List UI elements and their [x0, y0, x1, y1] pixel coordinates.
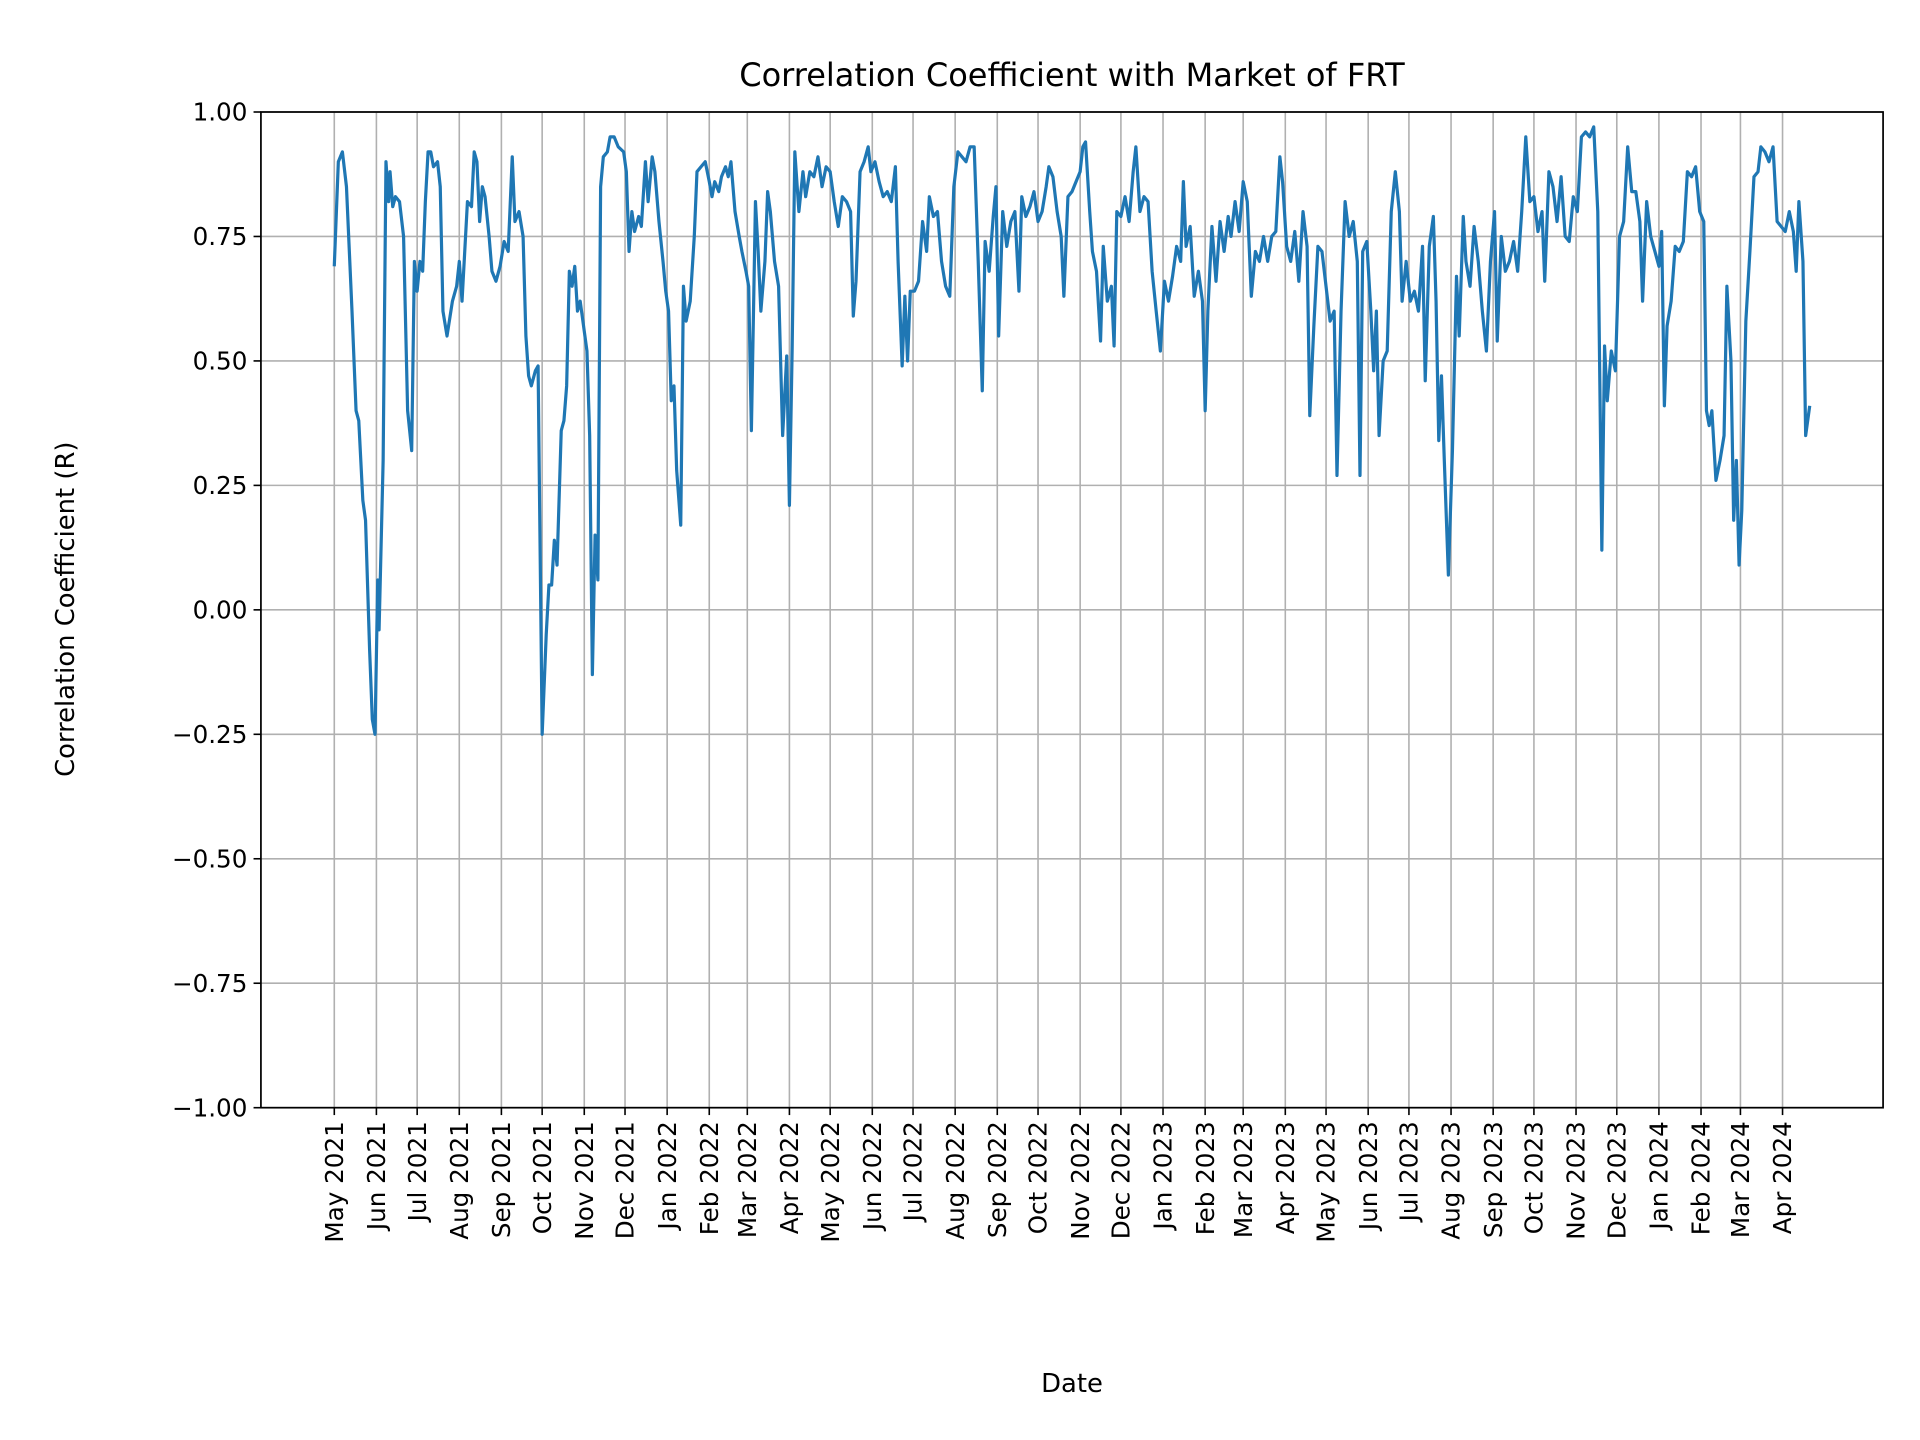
- y-tick-label: −0.25: [172, 720, 247, 749]
- series-line: [332, 125, 1812, 736]
- x-tick-label: Feb 2023: [1191, 1121, 1220, 1235]
- x-tick-label: Oct 2021: [528, 1121, 557, 1234]
- x-tick-label: Nov 2021: [570, 1121, 599, 1239]
- x-tick-label: Apr 2024: [1768, 1121, 1797, 1234]
- y-tick-label: 0.25: [193, 471, 248, 500]
- x-tick-label: Jun 2021: [362, 1121, 391, 1232]
- x-tick-label: Apr 2023: [1271, 1121, 1300, 1234]
- x-tick-label: Aug 2021: [445, 1121, 474, 1240]
- x-tick-label: Jul 2023: [1395, 1121, 1424, 1223]
- x-tick-label: Jun 2022: [858, 1121, 887, 1232]
- x-tick-label: Jan 2024: [1645, 1121, 1674, 1231]
- x-tick-label: May 2021: [320, 1121, 349, 1242]
- y-axis-label: Correlation Coefficient (R): [51, 442, 81, 777]
- x-tick-label: Jan 2023: [1149, 1121, 1178, 1231]
- x-tick-label: Nov 2022: [1066, 1121, 1095, 1239]
- y-tick-label: 0.50: [193, 347, 248, 376]
- x-axis-label: Date: [1041, 1369, 1103, 1399]
- x-tick-label: Jun 2023: [1354, 1121, 1383, 1232]
- x-tick-label: Feb 2024: [1687, 1121, 1716, 1235]
- x-tick-label: Mar 2022: [733, 1121, 762, 1238]
- x-tick-label: Jul 2021: [403, 1121, 432, 1223]
- x-tick-label: Sep 2022: [983, 1121, 1012, 1238]
- x-tick-label: Sep 2021: [487, 1121, 516, 1238]
- x-tick-label: Aug 2023: [1437, 1121, 1466, 1240]
- y-tick-label: −1.00: [172, 1093, 247, 1122]
- x-tick-label: Dec 2021: [611, 1121, 640, 1239]
- x-tick-label: Feb 2022: [695, 1121, 724, 1235]
- x-tick-label: May 2023: [1312, 1121, 1341, 1242]
- x-tick-label: Dec 2022: [1107, 1121, 1136, 1239]
- x-tick-label: Jul 2022: [899, 1121, 928, 1223]
- x-tick-label: Sep 2023: [1479, 1121, 1508, 1238]
- y-tick-label: −0.50: [172, 844, 247, 873]
- x-tick-label: Oct 2022: [1024, 1121, 1053, 1234]
- y-tick-label: 0.75: [193, 222, 248, 251]
- x-tick-label: Aug 2022: [941, 1121, 970, 1240]
- y-tick-label: 1.00: [193, 98, 248, 127]
- x-tick-label: Oct 2023: [1520, 1121, 1549, 1234]
- x-tick-label: Dec 2023: [1602, 1121, 1631, 1239]
- x-tick-label: Mar 2024: [1726, 1121, 1755, 1238]
- x-tick-label: Mar 2023: [1229, 1121, 1258, 1238]
- y-axis: −1.00 −0.75 −0.50 −0.25 0.00 0.25 0.50 0.75 1.00: [172, 98, 261, 1122]
- x-tick-label: May 2022: [816, 1121, 845, 1242]
- x-tick-label: Apr 2022: [775, 1121, 804, 1234]
- x-tick-label: Jan 2022: [653, 1121, 682, 1231]
- y-tick-label: −0.75: [172, 969, 247, 998]
- x-tick-label: Nov 2023: [1562, 1121, 1591, 1239]
- chart-title: Correlation Coefficient with Market of F…: [739, 56, 1405, 94]
- x-axis: May 2021 Jun 2021 Jul 2021 Aug 2021 Sep 2021…: [320, 1107, 1797, 1243]
- y-tick-label: 0.00: [193, 595, 248, 624]
